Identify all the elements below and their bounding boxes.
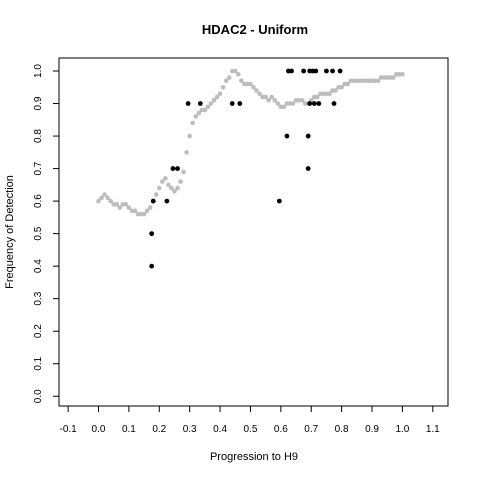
x-tick-label: 0.9 [365,424,379,435]
x-tick-label: 0.2 [152,424,166,435]
x-tick-label: -0.1 [60,424,78,435]
y-tick-label: 0.6 [33,194,44,208]
x-tick-label: 0.3 [183,424,197,435]
x-tick-label: 0.6 [274,424,288,435]
smoothed-point [218,91,223,96]
smoothed-point [221,85,226,90]
x-tick-label: 0.1 [122,424,136,435]
smoothed-point [148,205,153,210]
smoothed-point [184,150,189,155]
smoothed-point [181,170,186,175]
observed-point [171,166,176,171]
observed-point [306,166,311,171]
y-tick-label: 0.8 [33,129,44,143]
observed-point [289,69,294,74]
x-tick-label: 0.7 [304,424,318,435]
observed-point [149,231,154,236]
y-tick-label: 0.2 [33,324,44,338]
observed-point [149,264,154,269]
smoothed-point [154,192,159,197]
smoothed-point [190,121,195,126]
x-tick-label: 0.0 [92,424,106,435]
smoothed-point [236,72,241,77]
smoothed-point [400,72,405,77]
y-tick-label: 0.5 [33,226,44,240]
x-tick-label: 0.5 [244,424,258,435]
smoothed-point [157,186,162,191]
y-tick-label: 0.3 [33,291,44,305]
observed-point [164,199,169,204]
x-tick-label: 1.1 [426,424,440,435]
observed-point [313,69,318,74]
observed-point [316,101,321,106]
smoothed-point [178,179,183,184]
y-tick-label: 0.0 [33,389,44,403]
observed-point [312,101,317,106]
y-tick-label: 0.4 [33,259,44,273]
observed-point [230,101,235,106]
observed-point [330,69,335,74]
observed-point [175,166,180,171]
observed-point [186,101,191,106]
observed-point [306,134,311,139]
y-tick-label: 1.0 [33,64,44,78]
observed-point [307,101,312,106]
y-tick-label: 0.9 [33,96,44,110]
observed-point [151,199,156,204]
y-tick-label: 0.7 [33,161,44,175]
x-tick-label: 0.8 [335,424,349,435]
smoothed-point [175,186,180,191]
observed-point [277,199,282,204]
observed-point [338,69,343,74]
x-tick-label: 1.0 [395,424,409,435]
smoothed-point [163,176,168,181]
observed-point [301,69,306,74]
smoothed-point [187,134,192,139]
observed-point [324,69,329,74]
x-tick-label: 0.4 [213,424,227,435]
observed-point [285,134,290,139]
observed-point [198,101,203,106]
y-tick-label: 0.1 [33,356,44,370]
chart-title: HDAC2 - Uniform [202,22,308,37]
observed-point [237,101,242,106]
x-axis-label: Progression to H9 [210,451,298,463]
observed-point [332,101,337,106]
y-axis-label: Frequency of Detection [4,175,16,289]
smoothed-point [227,75,232,80]
